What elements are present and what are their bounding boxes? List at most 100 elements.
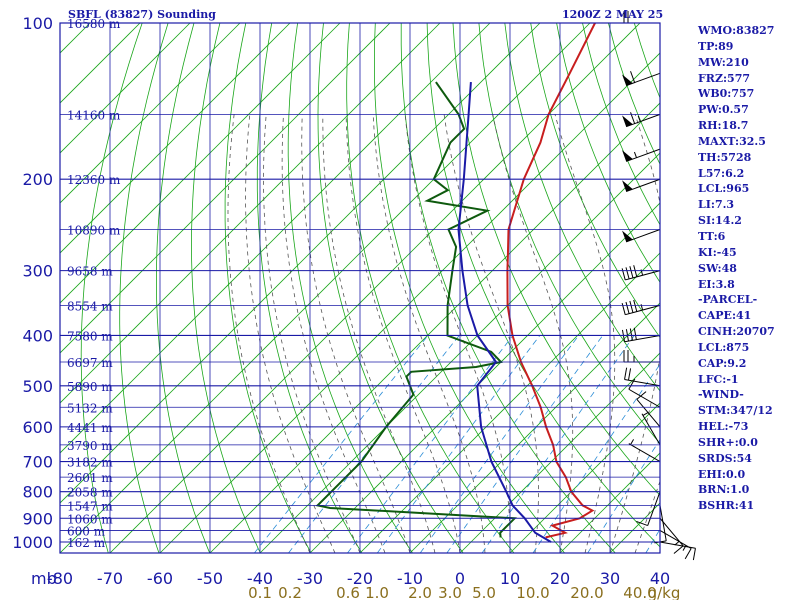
parcel-curve [457, 82, 552, 543]
mixing-ratio-label: 1.0 [365, 584, 389, 600]
wind-barb-shaft [626, 113, 661, 128]
wind-barb-shaft [624, 379, 661, 387]
isotherm-line [60, 23, 491, 454]
dry-adiabat-line [224, 23, 312, 553]
stat-item: STM:347/12 [698, 404, 773, 418]
wind-barb-feather [673, 545, 684, 554]
height-label: 3182 m [67, 456, 113, 470]
height-label: 5890 m [67, 380, 113, 394]
isotherm-line [459, 352, 660, 553]
stat-item: -WIND- [698, 388, 744, 402]
mixing-ratio-line [347, 335, 514, 553]
isotherm-line [109, 23, 641, 553]
wind-barb-half-feather [633, 151, 637, 158]
mixing-ratio-line [254, 335, 429, 553]
plot-frame [59, 22, 661, 554]
moist-adiabat-line [345, 114, 461, 553]
dry-adiabat-line [530, 23, 660, 338]
isotherm-line [209, 102, 660, 553]
height-label: 14160 m [67, 108, 121, 122]
wind-barb [628, 439, 661, 463]
wind-barb-feather [624, 367, 628, 380]
dry-adiabat-line [556, 23, 660, 283]
isotherm-line [60, 23, 241, 204]
temperature-tick-label: 10 [500, 569, 520, 588]
stat-item: MW:210 [698, 55, 749, 69]
wind-barb-flag [622, 115, 633, 127]
stat-item: -PARCEL- [698, 293, 758, 307]
stat-item: LFC:-1 [698, 372, 739, 386]
stat-item: TT:6 [698, 229, 726, 243]
dry-adiabat-line [191, 23, 261, 553]
mixing-ratio-label: 40.0 [623, 584, 656, 600]
wind-barb [636, 391, 661, 428]
wind-barb [623, 350, 660, 363]
wind-barb-shaft [626, 72, 661, 87]
wind-barb-feather [633, 299, 638, 312]
pressure-tick-label: 900 [22, 509, 53, 528]
dry-adiabat-line [80, 23, 143, 553]
wind-barb-half-feather [630, 439, 634, 445]
wind-barb-feather [625, 301, 630, 314]
moist-adiabat-line [404, 114, 511, 553]
wind-barb-shaft [659, 541, 696, 549]
mixing-ratio-line [446, 335, 604, 553]
temperature-tick-label: 0 [455, 569, 465, 588]
stat-item: CINH:20707 [698, 325, 775, 339]
pressure-tick-label: 700 [22, 453, 53, 472]
moist-adiabat-line [281, 114, 386, 553]
wind-barb-shaft [626, 148, 661, 162]
stat-item: EHI:0.0 [698, 467, 746, 481]
stat-item: TP:89 [698, 39, 734, 53]
height-label: 2058 m [67, 486, 113, 500]
dry-adiabat-line [317, 23, 464, 553]
wind-barb [641, 412, 661, 446]
pressure-tick-label: 600 [22, 418, 53, 437]
wind-barb [624, 367, 661, 387]
mixing-ratio-label: g/kg [648, 584, 681, 600]
wind-barb-feather [629, 328, 633, 341]
temperature-tick-label: -30 [297, 569, 323, 588]
moist-adiabat-line [301, 114, 411, 553]
stat-item: SHR+:0.0 [698, 435, 758, 449]
stat-item: EI:3.8 [698, 277, 735, 291]
isotherm-line [359, 252, 660, 553]
dry-adiabat-line [256, 23, 363, 553]
stat-item: RH:18.7 [698, 119, 749, 133]
wind-barb [622, 71, 661, 87]
pressure-tick-label: 1000 [12, 533, 53, 552]
sounding-time: 1200Z 2 MAY 25 [562, 8, 664, 21]
wind-barb-feather [630, 71, 636, 83]
wind-barb-shaft [636, 398, 661, 428]
stat-item: PW:0.57 [698, 103, 749, 117]
wind-barb-half-feather [642, 412, 649, 416]
isotherm-line [559, 452, 660, 553]
wind-barb-feather [636, 391, 647, 400]
stat-item: SW:48 [698, 261, 737, 275]
wind-barb-shaft [659, 505, 667, 541]
stat-item: BSHR:41 [698, 499, 755, 513]
wind-barb-flag [622, 74, 633, 86]
height-label: 10890 m [67, 224, 121, 238]
stat-item: BRN:1.0 [698, 483, 750, 497]
height-label: 1547 m [67, 499, 113, 513]
temperature-tick-label: 40 [650, 569, 670, 588]
pressure-tick-label: 400 [22, 326, 53, 345]
isotherm-line [60, 23, 341, 304]
isotherm-line [409, 302, 660, 553]
dry-adiabat-line [346, 23, 515, 553]
stat-item: LCL:965 [698, 182, 750, 196]
dry-adiabat-line [504, 23, 660, 392]
mixing-ratio-label: 20.0 [570, 584, 603, 600]
stat-item: L57:6.2 [698, 166, 745, 180]
isotherm-line [259, 152, 660, 553]
height-label: 5132 m [67, 401, 113, 415]
mixing-ratio-label: 0.1 [248, 584, 272, 600]
wind-barb-shaft [624, 334, 661, 343]
mixing-ratio-label: 0.6 [336, 584, 360, 600]
temperature-tick-label: -60 [147, 569, 173, 588]
wind-barb [621, 299, 661, 316]
stat-item: LCL:875 [698, 340, 750, 354]
isotherm-line [60, 23, 391, 354]
